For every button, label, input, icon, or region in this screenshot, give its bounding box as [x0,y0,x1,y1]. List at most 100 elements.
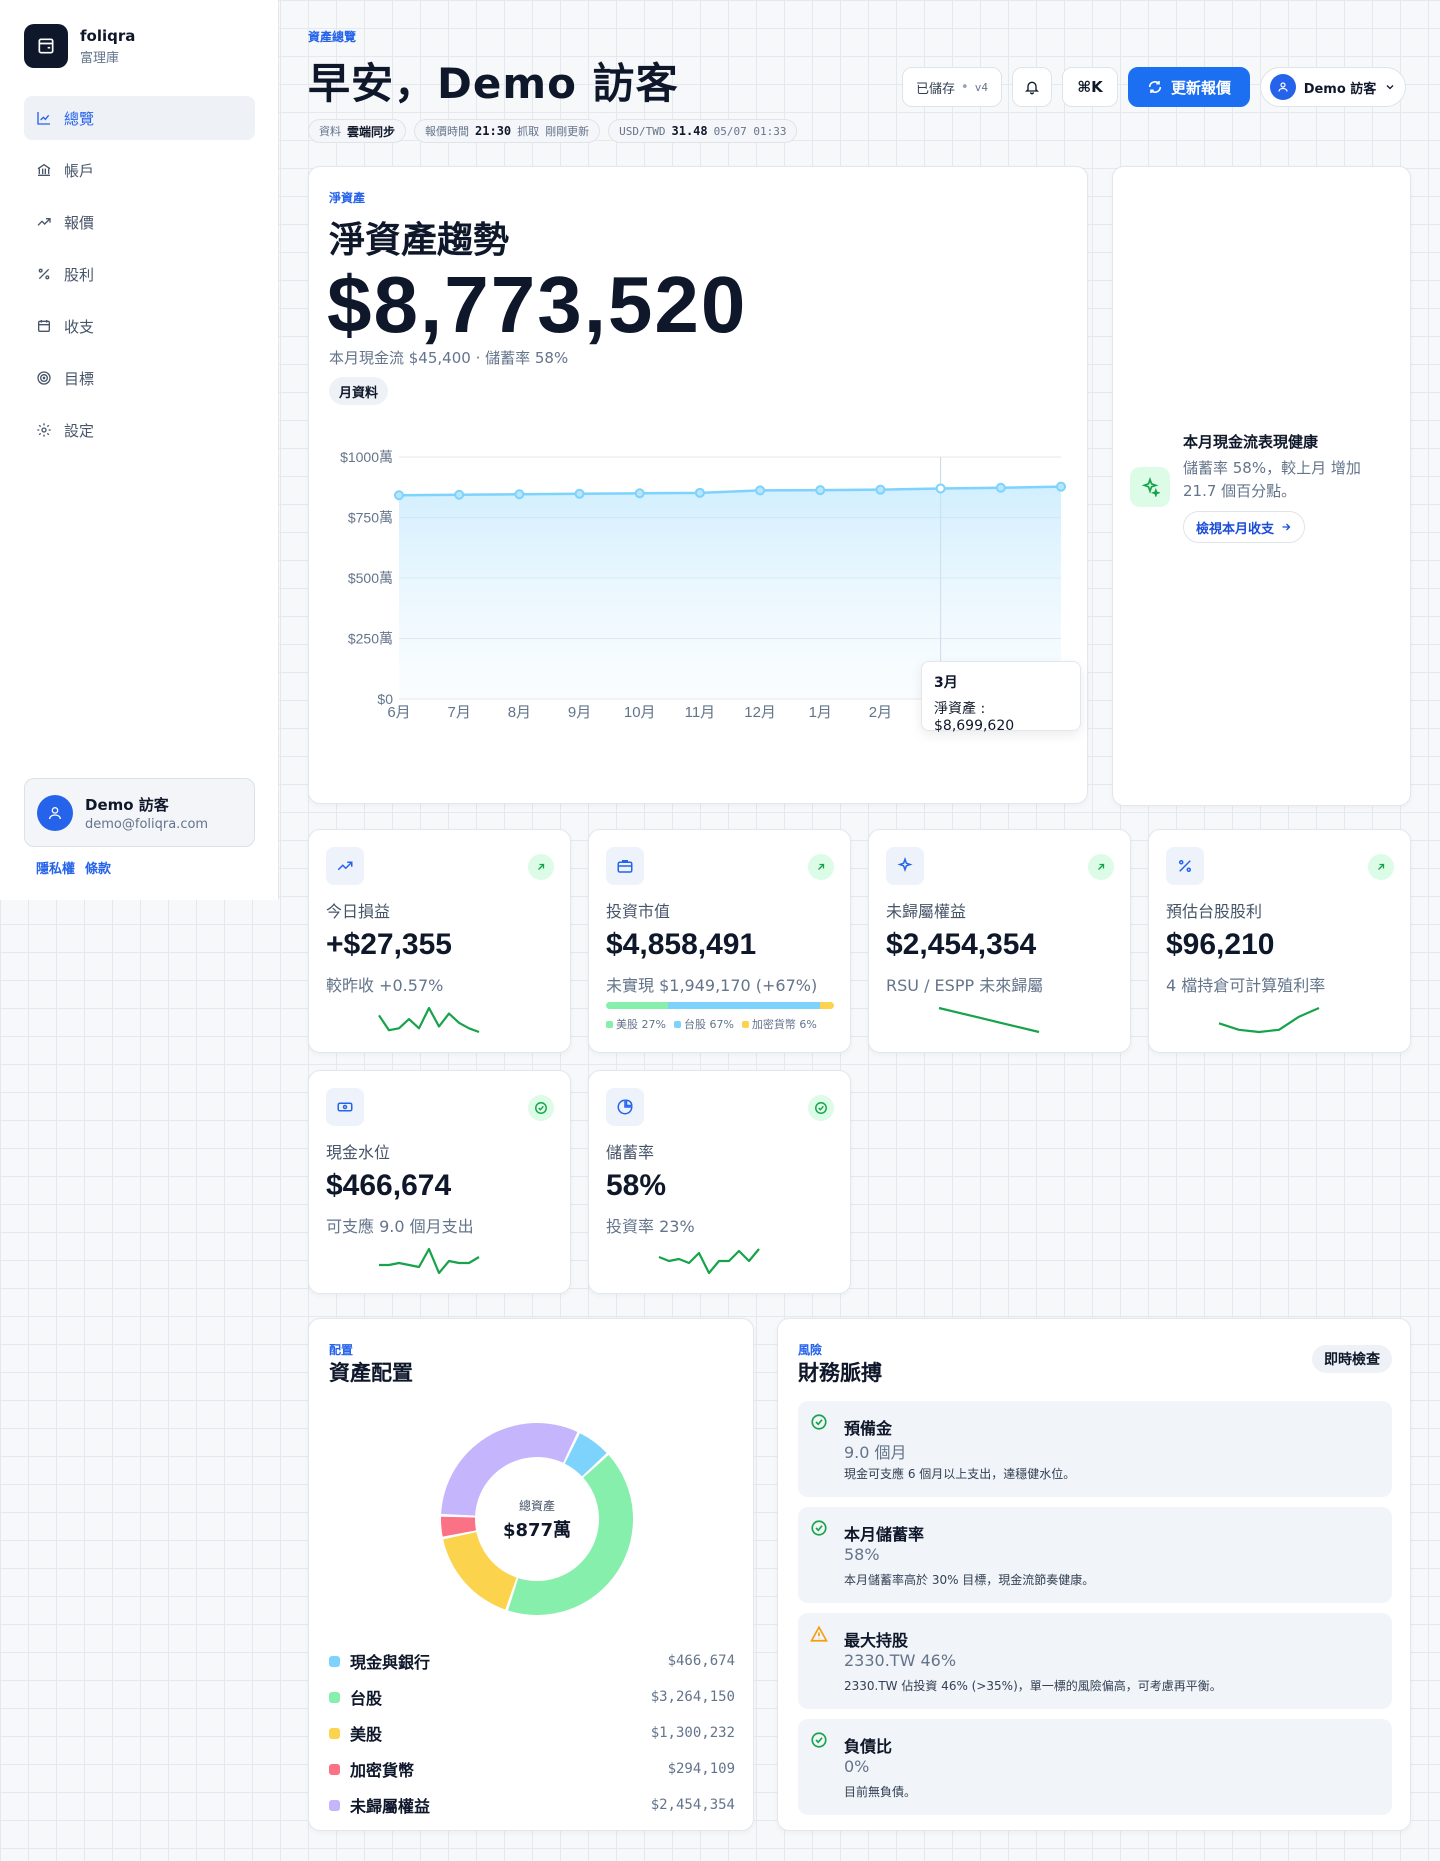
risk-title: 預備金 [844,1419,893,1438]
sidebar-item-quotes[interactable]: 報價 [24,200,255,244]
legend-swatch [329,1799,340,1811]
sidebar-item-label: 股利 [64,265,95,284]
legend-row[interactable]: 加密貨幣 $294,109 [329,1751,735,1787]
risk-description: 目前無負債。 [844,1785,917,1799]
notifications-button[interactable] [1012,67,1052,107]
risk-value: 58% [844,1545,880,1564]
allocation-segment [667,1002,821,1009]
sidebar-item-cashflow[interactable]: 收支 [24,304,255,348]
x-tick-label: 11月 [685,704,716,721]
risk-description: 本月儲蓄率高於 30% 目標，現金流節奏健康。 [844,1573,1095,1587]
sidebar-item-goals[interactable]: 目標 [24,356,255,400]
stat-card-daily-pnl[interactable]: 今日損益 +$27,355 較昨收 +0.57% [308,829,571,1053]
risk-title: 最大持股 [844,1631,909,1650]
legend-label: 未歸屬權益 [350,1797,431,1816]
stat-card-cash-level[interactable]: 現金水位 $466,674 可支應 9.0 個月支出 [308,1070,571,1294]
stat-card-unvested-equity[interactable]: 未歸屬權益 $2,454,354 RSU / ESPP 未來歸屬 [868,829,1131,1053]
legend-us: 美股 27% [606,1016,666,1032]
data-point [634,488,645,499]
data-source-chip: 資料 雲端同步 [308,119,407,143]
data-point [514,489,525,500]
stat-value: +$27,355 [326,928,452,961]
risk-value: 9.0 個月 [844,1443,907,1462]
sidebar-item-accounts[interactable]: 帳戶 [24,148,255,192]
sidebar-item-settings[interactable]: 設定 [24,408,255,452]
target-icon [37,371,51,385]
fetch-label: 抓取 [517,125,540,138]
sidebar-item-dividends[interactable]: 股利 [24,252,255,296]
card-title: 資產配置 [329,1361,413,1385]
bank-icon [37,163,51,176]
quote-time: 21:30 [475,124,512,138]
brand-name: foliqra [80,26,136,45]
sparkline [379,1247,480,1275]
legend-row[interactable]: 台股 $3,264,150 [329,1679,735,1715]
trend-up-icon [326,847,364,885]
health-title: 本月現金流表現健康 [1183,433,1319,451]
arrow-up-right-icon [808,854,834,880]
stat-note: RSU / ESPP 未來歸屬 [886,976,1044,995]
sidebar-item-overview[interactable]: 總覽 [24,96,255,140]
user-icon [49,806,61,819]
quote-time-chip: 報價時間 21:30 抓取 剛剛更新 [414,119,601,143]
period-pill[interactable]: 月資料 [329,377,389,405]
legend-row[interactable]: 未歸屬權益 $2,454,354 [329,1787,735,1823]
x-tick-label: 8月 [508,704,531,721]
stat-card-dividend-estimate[interactable]: 預估台股股利 $96,210 4 檔持倉可計算殖利率 [1148,829,1411,1053]
legend-label: 加密貨幣 6% [751,1018,817,1031]
risk-item-debt-ratio[interactable]: 負債比 0% 目前無負債。 [798,1719,1392,1815]
user-email: demo@foliqra.com [85,816,209,832]
allocation-donut-chart[interactable] [437,1419,637,1619]
total-value: $877萬 [502,1520,572,1541]
risk-item-savings-rate[interactable]: 本月儲蓄率 58% 本月儲蓄率高於 30% 目標，現金流節奏健康。 [798,1507,1392,1603]
sidebar-item-label: 收支 [64,317,95,336]
refresh-quotes-button[interactable]: 更新報價 [1128,67,1250,107]
avatar [1269,74,1296,100]
y-tick-label: $0 [377,691,393,707]
privacy-link[interactable]: 隱私權 [36,862,76,877]
tooltip-month: 3月 [934,675,958,691]
legend-swatch [329,1691,340,1703]
data-point [815,485,826,496]
sidebar-item-label: 報價 [64,213,95,232]
terms-link[interactable]: 條款 [85,862,112,877]
fetch-value: 剛剛更新 [545,125,590,138]
stat-label: 預估台股股利 [1166,902,1263,921]
risk-value: 2330.TW 46% [844,1651,957,1670]
legend-amount: $466,674 [667,1653,735,1669]
series-area [399,486,1061,699]
donut-center: 總資產 $877萬 [437,1497,637,1542]
data-point [875,484,886,495]
stat-card-investment-value[interactable]: 投資市值 $4,858,491 未實現 $1,949,170 (+67%) 美股… [588,829,851,1053]
sparkle-icon [886,847,924,885]
fx-value: 31.48 [671,124,708,138]
user-icon [1278,82,1288,92]
refresh-label: 更新報價 [1170,78,1231,97]
legend-row[interactable]: 現金與銀行 $466,674 [329,1643,735,1679]
stat-note: 可支應 9.0 個月支出 [326,1217,474,1236]
legend-row[interactable]: 美股 $1,300,232 [329,1715,735,1751]
user-card[interactable]: Demo 訪客 demo@foliqra.com [24,778,255,847]
allocation-bar [606,1002,834,1009]
view-cashflow-button[interactable]: 檢視本月收支 [1183,511,1306,543]
status-chips: 資料 雲端同步 報價時間 21:30 抓取 剛剛更新 USD/TWD 31.48… [308,119,798,143]
legend-crypto: 加密貨幣 6% [741,1016,817,1032]
account-menu[interactable]: Demo 訪客 [1260,67,1406,107]
data-point [574,488,585,499]
save-status[interactable]: 已儲存 • v4 [902,67,1002,107]
risk-item-emergency-fund[interactable]: 預備金 9.0 個月 現金可支應 6 個月以上支出，達穩健水位。 [798,1401,1392,1497]
net-worth-chart[interactable]: $0 $250萬 $500萬 $750萬 $1000萬 6月 7月 8月 9月 10月 11月 12月… [319,417,1079,797]
command-palette-button[interactable]: ⌘K [1062,67,1118,107]
legend-amount: $2,454,354 [650,1797,735,1813]
brand[interactable]: foliqra 富理庫 [24,24,135,68]
donut-slice [564,1433,607,1477]
brand-subtitle: 富理庫 [80,50,120,66]
net-worth-card: 淨資產 淨資產趨勢 $8,773,520 本月現金流 $45,400 · 儲蓄率… [308,166,1088,804]
sparkline-path [1218,1006,1320,1034]
sidebar-item-label: 總覽 [64,109,95,128]
data-point [755,485,766,496]
stat-card-savings-rate[interactable]: 儲蓄率 58% 投資率 23% [588,1070,851,1294]
tooltip-value: 淨資產 : $8,699,620 [934,701,1015,734]
risk-item-largest-holding[interactable]: 最大持股 2330.TW 46% 2330.TW 佔投資 46% (>35%)，… [798,1613,1392,1709]
x-tick-label: 1月 [809,704,832,721]
